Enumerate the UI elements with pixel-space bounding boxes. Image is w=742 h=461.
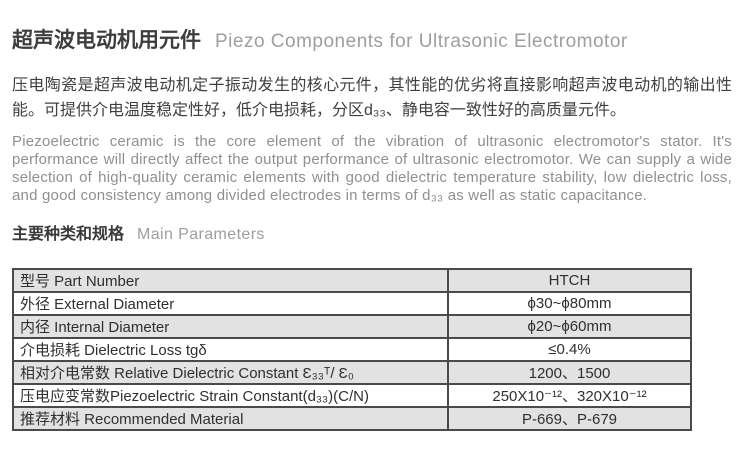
table-row-dielectric-loss: 介电损耗 Dielectric Loss tgδ ≤0.4% — [12, 337, 692, 362]
section-heading: 主要种类和规格 Main Parameters — [12, 220, 732, 244]
row-label-piezoelectric-strain-constant: 压电应变常数Piezoelectric Strain Constant(d₃₃)… — [12, 383, 449, 408]
table-row-recommended-material: 推荐材料 Recommended Material P-669、P-679 — [12, 406, 692, 431]
intro-paragraph-en: Piezoelectric ceramic is the core elemen… — [12, 133, 732, 204]
section-heading-zh: 主要种类和规格 — [12, 226, 125, 243]
table-row-part-number: 型号 Part Number HTCH — [12, 268, 692, 293]
row-label-internal-diameter: 内径 Internal Diameter — [12, 314, 449, 339]
page-title: 超声波电动机用元件 Piezo Components for Ultrasoni… — [12, 24, 732, 54]
intro-paragraph-zh: 压电陶瓷是超声波电动机定子振动发生的核心元件，其性能的优劣将直接影响超声波电动机… — [12, 77, 732, 119]
page-title-zh: 超声波电动机用元件 — [12, 29, 201, 52]
row-label-external-diameter: 外径 External Diameter — [12, 291, 449, 316]
table-row-external-diameter: 外径 External Diameter ϕ30~ϕ80mm — [12, 291, 692, 316]
row-label-recommended-material: 推荐材料 Recommended Material — [12, 406, 449, 431]
row-value-piezoelectric-strain-constant: 250X10⁻¹²、320X10⁻¹² — [447, 383, 692, 408]
row-label-part-number: 型号 Part Number — [12, 268, 449, 293]
parameters-table: 型号 Part Number HTCH 外径 External Diameter… — [12, 268, 692, 431]
table-row-internal-diameter: 内径 Internal Diameter ϕ20~ϕ60mm — [12, 314, 692, 339]
row-label-relative-dielectric-constant: 相对介电常数 Relative Dielectric Constant Ɛ₃₃ᵀ… — [12, 360, 449, 385]
row-value-internal-diameter: ϕ20~ϕ60mm — [447, 314, 692, 339]
row-value-recommended-material: P-669、P-679 — [447, 406, 692, 431]
page-title-en: Piezo Components for Ultrasonic Electrom… — [215, 31, 628, 52]
row-value-relative-dielectric-constant: 1200、1500 — [447, 360, 692, 385]
row-value-external-diameter: ϕ30~ϕ80mm — [447, 291, 692, 316]
row-label-dielectric-loss: 介电损耗 Dielectric Loss tgδ — [12, 337, 449, 362]
section-heading-en: Main Parameters — [137, 226, 265, 243]
table-row-relative-dielectric-constant: 相对介电常数 Relative Dielectric Constant Ɛ₃₃ᵀ… — [12, 360, 692, 385]
row-value-dielectric-loss: ≤0.4% — [447, 337, 692, 362]
table-row-piezoelectric-strain-constant: 压电应变常数Piezoelectric Strain Constant(d₃₃)… — [12, 383, 692, 408]
row-value-part-number: HTCH — [447, 268, 692, 293]
